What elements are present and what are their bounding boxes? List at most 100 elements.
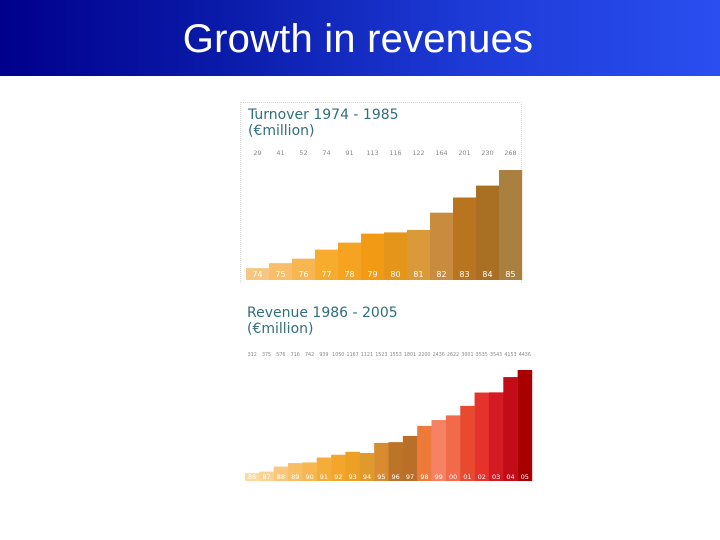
bar-79	[361, 233, 385, 280]
value-label: 201	[458, 149, 470, 157]
category-label: 76	[298, 270, 308, 279]
value-label: 1523	[375, 352, 387, 358]
bar-83	[453, 197, 477, 280]
value-label: 2200	[418, 352, 430, 358]
category-label: 86	[248, 473, 256, 481]
revenue-chart-panel: Revenue 1986 - 2005 (€million) 86 312 87 37…	[243, 300, 533, 484]
category-label: 90	[305, 473, 313, 481]
value-label: 1801	[404, 352, 416, 358]
value-label: 230	[481, 149, 493, 157]
value-label: 116	[389, 149, 401, 157]
category-label: 95	[377, 473, 385, 481]
value-label: 375	[262, 352, 271, 358]
category-label: 88	[277, 473, 285, 481]
bar-78	[338, 242, 362, 280]
category-label: 82	[436, 270, 446, 279]
value-label: 3543	[490, 352, 502, 358]
bar-87	[259, 471, 274, 481]
category-label: 96	[392, 473, 400, 481]
bar-97	[402, 435, 418, 481]
category-label: 78	[344, 270, 354, 279]
bar-75	[269, 263, 293, 280]
value-label: 52	[299, 149, 307, 157]
category-label: 77	[321, 270, 331, 279]
value-label: 742	[305, 352, 314, 358]
category-label: 89	[291, 473, 299, 481]
category-label: 00	[449, 473, 457, 481]
category-label: 84	[482, 270, 492, 279]
category-label: 92	[334, 473, 342, 481]
title-bar: Growth in revenues	[0, 0, 720, 76]
bar-80	[384, 232, 408, 280]
category-label: 04	[506, 473, 514, 481]
bar-82	[430, 212, 454, 280]
category-label: 01	[463, 473, 471, 481]
bar-01	[460, 405, 475, 481]
bar-84	[476, 185, 500, 280]
bar-85	[499, 170, 523, 280]
slide-title: Growth in revenues	[182, 17, 534, 61]
category-label: 79	[367, 270, 377, 279]
revenue-bar-chart: 86 312 87 375 88 576 89 716 90 742 91 939 92 1050 93 11…	[245, 352, 533, 481]
bar-74	[246, 268, 270, 280]
value-label: 268	[504, 149, 516, 157]
category-label: 75	[275, 270, 285, 279]
category-label: 80	[390, 270, 400, 279]
value-label: 716	[291, 352, 300, 358]
category-label: 97	[406, 473, 414, 481]
bar-02	[474, 392, 490, 481]
bar-95	[374, 442, 389, 481]
bar-77	[315, 249, 339, 280]
turnover-chart-panel: Turnover 1974 - 1985 (€million) 74 29 75 41…	[240, 102, 523, 283]
bar-96	[388, 442, 404, 481]
value-label: 1050	[332, 352, 344, 358]
bar-98	[417, 425, 432, 481]
value-label: 91	[345, 149, 353, 157]
category-label: 98	[420, 473, 428, 481]
value-label: 576	[276, 352, 285, 358]
bar-03	[488, 392, 504, 481]
category-label: 91	[320, 473, 328, 481]
value-label: 41	[276, 149, 284, 157]
category-label: 87	[262, 473, 270, 481]
bar-92	[331, 454, 346, 481]
bar-91	[316, 457, 332, 481]
category-label: 85	[505, 270, 515, 279]
value-label: 2436	[433, 352, 445, 358]
bar-05	[517, 370, 533, 481]
value-label: 1167	[347, 352, 359, 358]
value-label: 2622	[447, 352, 459, 358]
category-label: 94	[363, 473, 371, 481]
bar-76	[292, 258, 316, 280]
bar-86	[245, 473, 260, 481]
turnover-bar-chart: 74 29 75 41 76 52 77 74 78 91 79 113 80 116 81 122 82 164…	[246, 149, 523, 280]
category-label: 99	[435, 473, 443, 481]
category-label: 02	[478, 473, 486, 481]
category-label: 83	[459, 270, 469, 279]
value-label: 4153	[504, 352, 516, 358]
value-label: 4436	[519, 352, 531, 358]
category-label: 81	[413, 270, 423, 279]
category-label: 03	[492, 473, 500, 481]
bar-94	[359, 452, 375, 481]
value-label: 113	[366, 149, 378, 157]
value-label: 3535	[476, 352, 488, 358]
value-label: 939	[319, 352, 328, 358]
chart-title: Revenue 1986 - 2005	[247, 305, 398, 321]
value-label: 164	[435, 149, 447, 157]
bar-93	[345, 451, 360, 481]
value-label: 74	[322, 149, 330, 157]
bar-00	[445, 415, 461, 481]
bar-99	[431, 420, 447, 481]
bar-81	[407, 229, 431, 280]
value-label: 1553	[390, 352, 402, 358]
bar-04	[503, 377, 518, 481]
value-label: 312	[248, 352, 257, 358]
value-label: 3001	[461, 352, 473, 358]
value-label: 29	[253, 149, 261, 157]
category-label: 05	[521, 473, 529, 481]
bar-89	[288, 463, 303, 481]
value-label: 122	[412, 149, 424, 157]
chart-title: Turnover 1974 - 1985	[248, 107, 399, 123]
bar-90	[302, 462, 317, 481]
